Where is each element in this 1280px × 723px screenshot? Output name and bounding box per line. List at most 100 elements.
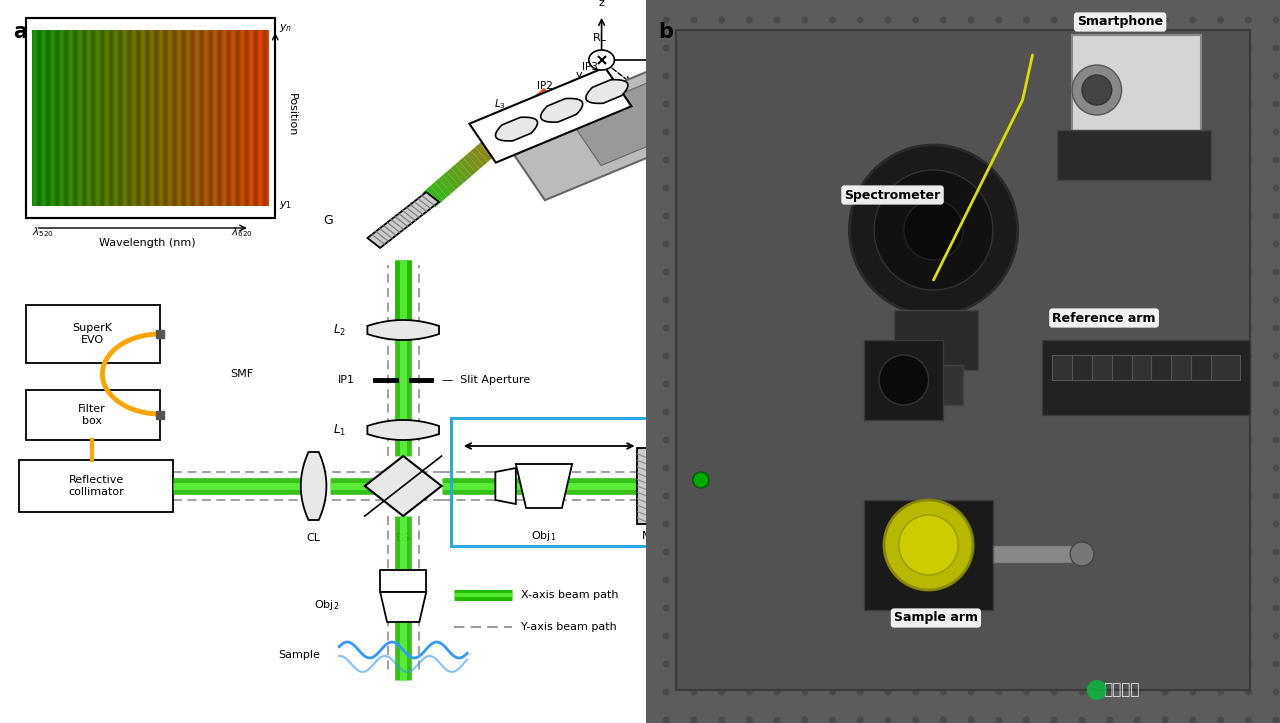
Circle shape [1245, 604, 1252, 612]
Circle shape [913, 380, 919, 388]
Circle shape [856, 296, 864, 304]
Circle shape [1217, 464, 1224, 471]
Circle shape [856, 213, 864, 220]
Circle shape [1272, 492, 1280, 500]
Circle shape [746, 576, 753, 583]
Bar [26, 18, 275, 218]
Circle shape [1051, 408, 1057, 416]
Text: $L_3$: $L_3$ [494, 98, 506, 111]
Circle shape [940, 604, 947, 612]
Circle shape [1189, 45, 1197, 51]
Circle shape [1272, 325, 1280, 332]
Circle shape [1134, 72, 1140, 80]
Circle shape [1134, 604, 1140, 612]
Text: SuperK
EVO: SuperK EVO [72, 323, 113, 345]
Circle shape [1189, 213, 1197, 220]
Circle shape [884, 100, 891, 108]
Circle shape [1162, 437, 1169, 443]
Text: $L_1$: $L_1$ [333, 422, 346, 437]
Circle shape [968, 184, 974, 192]
Circle shape [968, 464, 974, 471]
Circle shape [663, 464, 669, 471]
Circle shape [1189, 576, 1197, 583]
Text: BS: BS [396, 533, 411, 543]
Circle shape [801, 45, 808, 51]
Circle shape [1106, 464, 1114, 471]
Circle shape [1217, 241, 1224, 247]
Circle shape [690, 184, 698, 192]
Circle shape [996, 521, 1002, 528]
Circle shape [1106, 437, 1114, 443]
Text: Reflective
collimator: Reflective collimator [68, 475, 124, 497]
Circle shape [1162, 129, 1169, 135]
Circle shape [1162, 661, 1169, 667]
Circle shape [1189, 633, 1197, 640]
Circle shape [968, 325, 974, 332]
Circle shape [1106, 380, 1114, 388]
Circle shape [1217, 688, 1224, 696]
Circle shape [1189, 100, 1197, 108]
Circle shape [904, 200, 964, 260]
Circle shape [1106, 184, 1114, 192]
Circle shape [884, 17, 891, 24]
Circle shape [773, 549, 781, 555]
Circle shape [968, 100, 974, 108]
Circle shape [829, 492, 836, 500]
Circle shape [718, 492, 724, 500]
Circle shape [1272, 688, 1280, 696]
Circle shape [1106, 45, 1114, 51]
Circle shape [996, 604, 1002, 612]
Circle shape [856, 464, 864, 471]
Circle shape [1162, 156, 1169, 163]
Circle shape [718, 241, 724, 247]
Circle shape [856, 633, 864, 640]
Circle shape [773, 661, 781, 667]
Circle shape [968, 549, 974, 555]
Polygon shape [495, 468, 516, 504]
Circle shape [801, 380, 808, 388]
Text: IP1: IP1 [338, 375, 355, 385]
Circle shape [1162, 688, 1169, 696]
Circle shape [690, 716, 698, 723]
Bar [26, 390, 160, 440]
Circle shape [856, 688, 864, 696]
Circle shape [718, 72, 724, 80]
Circle shape [884, 380, 891, 388]
Circle shape [718, 576, 724, 583]
Circle shape [1079, 241, 1085, 247]
Circle shape [856, 604, 864, 612]
Circle shape [1217, 45, 1224, 51]
Circle shape [996, 549, 1002, 555]
Circle shape [1023, 129, 1030, 135]
Circle shape [829, 604, 836, 612]
Circle shape [663, 408, 669, 416]
Circle shape [884, 604, 891, 612]
Circle shape [940, 129, 947, 135]
Circle shape [856, 716, 864, 723]
Circle shape [1079, 549, 1085, 555]
Circle shape [1023, 213, 1030, 220]
Circle shape [1272, 72, 1280, 80]
Circle shape [1162, 268, 1169, 275]
Circle shape [663, 437, 669, 443]
Circle shape [1106, 408, 1114, 416]
Circle shape [913, 464, 919, 471]
Circle shape [940, 549, 947, 555]
Circle shape [829, 129, 836, 135]
Circle shape [1023, 492, 1030, 500]
Circle shape [968, 72, 974, 80]
Circle shape [690, 296, 698, 304]
Circle shape [940, 184, 947, 192]
Circle shape [1023, 100, 1030, 108]
Circle shape [663, 492, 669, 500]
Circle shape [968, 408, 974, 416]
Circle shape [940, 45, 947, 51]
Circle shape [996, 296, 1002, 304]
Circle shape [1272, 156, 1280, 163]
Circle shape [856, 268, 864, 275]
Circle shape [856, 184, 864, 192]
Circle shape [856, 380, 864, 388]
Circle shape [1217, 184, 1224, 192]
Circle shape [718, 325, 724, 332]
Bar [909, 365, 964, 405]
